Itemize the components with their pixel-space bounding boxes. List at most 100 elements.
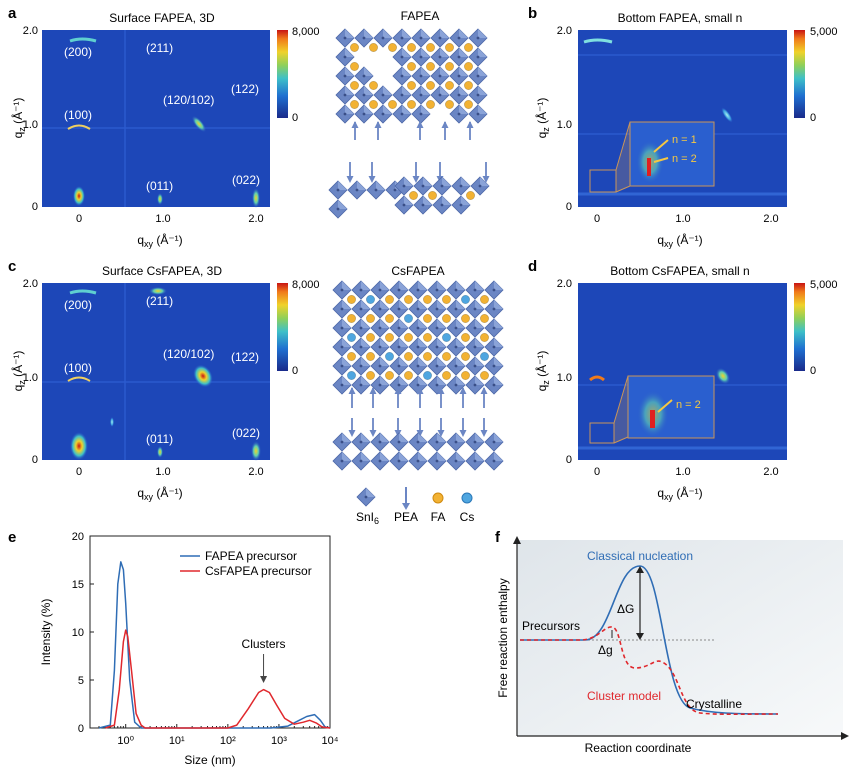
snl6-octahedron bbox=[468, 104, 488, 124]
snl6-octahedron bbox=[370, 318, 390, 338]
colorbar bbox=[277, 30, 288, 118]
a-site-cation bbox=[346, 294, 356, 304]
a-site-cation bbox=[422, 370, 432, 380]
snl6-octahedron bbox=[430, 28, 450, 48]
a-site-cation bbox=[403, 313, 413, 323]
peak-label: (022) bbox=[232, 426, 260, 440]
x-tick: 2.0 bbox=[763, 466, 778, 478]
peak-label: (211) bbox=[146, 41, 173, 55]
y-tick: 2.0 bbox=[557, 25, 572, 37]
x-tick: 2.0 bbox=[248, 213, 263, 225]
peak-spot bbox=[73, 186, 85, 206]
snl6-octahedron bbox=[335, 28, 355, 48]
a-site-cation bbox=[403, 370, 413, 380]
peak-spot bbox=[191, 115, 207, 133]
a-site-cation bbox=[368, 100, 378, 110]
snl6-octahedron bbox=[366, 180, 386, 200]
snl6-octahedron bbox=[332, 451, 352, 471]
legend-snl6: SnI6 bbox=[356, 510, 379, 526]
colorbar bbox=[277, 283, 288, 371]
snl6-octahedron bbox=[449, 66, 469, 86]
snl6-octahedron bbox=[335, 104, 355, 124]
snl6-octahedron bbox=[354, 66, 374, 86]
y-tick-label: 5 bbox=[78, 675, 84, 687]
snl6-octahedron bbox=[370, 356, 390, 376]
x-tick: 2.0 bbox=[248, 466, 263, 478]
snl6-octahedron bbox=[351, 280, 371, 300]
x-tick-label: 10³ bbox=[271, 735, 287, 747]
panel-e: e 0 5 10 15 20 10⁰ 10¹ 10² 10³ 10⁴ FAPEA precursor… bbox=[8, 529, 339, 767]
panel-d-title: Bottom CsFAPEA, small n bbox=[610, 264, 749, 278]
snl6-octahedron bbox=[347, 180, 367, 200]
a-site-cation bbox=[444, 100, 454, 110]
panel-letter-f: f bbox=[495, 529, 501, 546]
a-site-cation bbox=[441, 313, 451, 323]
cs-legend-icon bbox=[461, 492, 473, 504]
a-site-cation bbox=[406, 42, 416, 52]
snl6-octahedron bbox=[332, 375, 352, 395]
snl6-octahedron bbox=[408, 432, 428, 452]
x-tick-label: 10¹ bbox=[169, 735, 185, 747]
inset-label: n = 2 bbox=[676, 399, 701, 411]
x-tick: 1.0 bbox=[675, 213, 690, 225]
structure-legend: SnI6 PEA FA Cs bbox=[356, 487, 474, 526]
cluster-model-curve bbox=[520, 626, 779, 716]
colorbar-min: 0 bbox=[810, 112, 816, 124]
a-site-cation bbox=[441, 294, 451, 304]
a-site-cation bbox=[479, 351, 489, 361]
snl6-octahedron bbox=[446, 451, 466, 471]
a-site-cation bbox=[441, 370, 451, 380]
y-tick: 2.0 bbox=[23, 278, 38, 290]
snl6-octahedron bbox=[484, 299, 504, 319]
series-line bbox=[98, 561, 331, 729]
fapea-3d-lattice bbox=[335, 28, 488, 140]
snl6-octahedron bbox=[351, 337, 371, 357]
snl6-octahedron bbox=[432, 176, 452, 196]
snl6-octahedron bbox=[370, 337, 390, 357]
panel-a-title: Surface FAPEA, 3D bbox=[109, 11, 215, 25]
snl6-octahedron bbox=[465, 299, 485, 319]
snl6-octahedron bbox=[465, 337, 485, 357]
snl6-octahedron bbox=[432, 195, 452, 215]
peak-spot bbox=[70, 432, 88, 460]
snl6-octahedron bbox=[468, 47, 488, 67]
snl6-octahedron bbox=[468, 85, 488, 105]
x-axis-label: qxy (Å⁻¹) bbox=[137, 485, 182, 502]
snl6-octahedron bbox=[332, 337, 352, 357]
a-site-cation bbox=[346, 351, 356, 361]
snl6-octahedron bbox=[394, 195, 414, 215]
a-site-cation bbox=[384, 294, 394, 304]
snl6-octahedron bbox=[351, 451, 371, 471]
snl6-octahedron bbox=[484, 280, 504, 300]
y-tick: 1.0 bbox=[23, 372, 38, 384]
snl6-octahedron bbox=[484, 356, 504, 376]
legend-cs: Cs bbox=[460, 510, 475, 524]
panel-b: b Bottom FAPEA, small n n = 1 n = 2 2.0 … bbox=[528, 5, 838, 249]
snl6-octahedron bbox=[427, 432, 447, 452]
snl6-octahedron bbox=[430, 66, 450, 86]
a-site-cation bbox=[425, 61, 435, 71]
a-site-cation bbox=[479, 313, 489, 323]
csfapea-low-n-layer bbox=[332, 418, 504, 471]
fapea-structure: FAPEA bbox=[328, 9, 490, 219]
snl6-octahedron bbox=[446, 356, 466, 376]
y-axis-label: qz (Å⁻¹) bbox=[534, 351, 551, 392]
snl6-octahedron bbox=[427, 375, 447, 395]
snl6-octahedron bbox=[389, 299, 409, 319]
snl6-octahedron bbox=[451, 195, 471, 215]
snl6-octahedron bbox=[427, 337, 447, 357]
panel-letter-b: b bbox=[528, 5, 537, 22]
y-tick: 1.0 bbox=[557, 119, 572, 131]
y-tick: 1.0 bbox=[557, 372, 572, 384]
panel-letter-d: d bbox=[528, 258, 537, 275]
y-tick-label: 10 bbox=[72, 627, 84, 639]
x-tick: 0 bbox=[76, 213, 82, 225]
snl6-octahedron bbox=[427, 356, 447, 376]
snl6-octahedron bbox=[332, 432, 352, 452]
y-tick: 2.0 bbox=[557, 278, 572, 290]
a-site-cation bbox=[349, 100, 359, 110]
a-site-cation bbox=[441, 351, 451, 361]
legend-pea: PEA bbox=[394, 510, 418, 524]
snl6-octahedron bbox=[484, 451, 504, 471]
panel-letter-c: c bbox=[8, 258, 16, 275]
